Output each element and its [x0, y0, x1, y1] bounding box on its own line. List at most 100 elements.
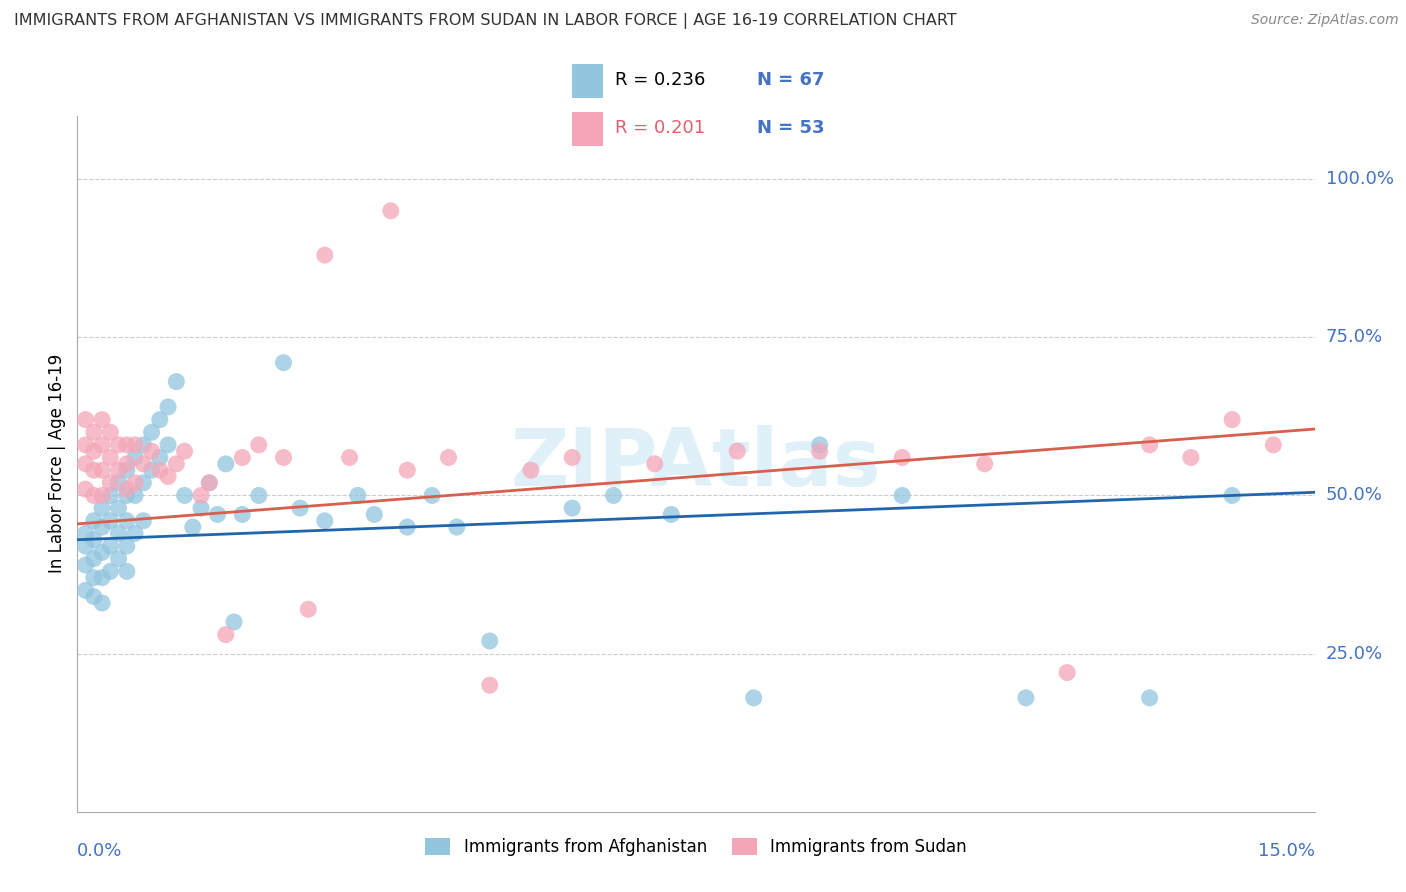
Point	[132, 475, 155, 490]
Point	[141, 425, 163, 440]
Point	[98, 565, 121, 579]
Point	[75, 583, 97, 598]
Text: R = 0.201: R = 0.201	[614, 120, 706, 137]
Point	[91, 596, 114, 610]
Point	[149, 412, 172, 426]
Point	[98, 425, 121, 440]
Point	[115, 482, 138, 496]
Point	[808, 438, 831, 452]
Point	[198, 475, 221, 490]
Point	[124, 450, 146, 465]
Text: IMMIGRANTS FROM AFGHANISTAN VS IMMIGRANTS FROM SUDAN IN LABOR FORCE | AGE 16-19 : IMMIGRANTS FROM AFGHANISTAN VS IMMIGRANT…	[14, 13, 957, 29]
Point	[396, 520, 419, 534]
Point	[91, 463, 114, 477]
Point	[742, 690, 765, 705]
Point	[83, 533, 105, 547]
Text: ZIPAtlas: ZIPAtlas	[510, 425, 882, 503]
Point	[149, 450, 172, 465]
Point	[363, 508, 385, 522]
Point	[396, 463, 419, 477]
Point	[1263, 438, 1285, 452]
Y-axis label: In Labor Force | Age 16-19: In Labor Force | Age 16-19	[48, 354, 66, 574]
Point	[124, 475, 146, 490]
Point	[124, 526, 146, 541]
Point	[157, 400, 180, 414]
Point	[181, 520, 204, 534]
Point	[115, 457, 138, 471]
Point	[91, 571, 114, 585]
Point	[115, 488, 138, 502]
Point	[190, 501, 212, 516]
Point	[83, 463, 105, 477]
Point	[107, 438, 129, 452]
Legend: Immigrants from Afghanistan, Immigrants from Sudan: Immigrants from Afghanistan, Immigrants …	[419, 831, 973, 863]
Point	[107, 501, 129, 516]
Point	[891, 450, 914, 465]
Text: N = 67: N = 67	[758, 71, 825, 89]
Point	[91, 438, 114, 452]
Point	[124, 438, 146, 452]
Text: 0.0%: 0.0%	[77, 842, 122, 860]
Point	[115, 539, 138, 553]
Point	[98, 539, 121, 553]
Point	[132, 457, 155, 471]
Point	[215, 457, 238, 471]
FancyBboxPatch shape	[572, 112, 603, 145]
Text: 25.0%: 25.0%	[1326, 645, 1384, 663]
Point	[659, 508, 682, 522]
Point	[83, 425, 105, 440]
Point	[75, 539, 97, 553]
Point	[91, 412, 114, 426]
Text: 100.0%: 100.0%	[1326, 170, 1393, 188]
Point	[222, 615, 245, 629]
Point	[247, 488, 270, 502]
Point	[339, 450, 361, 465]
Point	[132, 438, 155, 452]
Point	[478, 678, 501, 692]
Point	[165, 457, 187, 471]
Point	[561, 450, 583, 465]
Point	[973, 457, 995, 471]
Point	[215, 627, 238, 641]
Point	[83, 488, 105, 502]
Point	[314, 248, 336, 262]
Point	[1139, 690, 1161, 705]
Point	[75, 558, 97, 572]
Text: 15.0%: 15.0%	[1257, 842, 1315, 860]
Point	[165, 375, 187, 389]
Text: Source: ZipAtlas.com: Source: ZipAtlas.com	[1251, 13, 1399, 28]
Point	[346, 488, 368, 502]
Point	[141, 444, 163, 458]
Point	[75, 482, 97, 496]
Point	[75, 412, 97, 426]
Point	[644, 457, 666, 471]
Point	[891, 488, 914, 502]
Point	[98, 475, 121, 490]
Point	[132, 514, 155, 528]
Point	[107, 551, 129, 566]
Point	[107, 526, 129, 541]
Point	[273, 356, 295, 370]
FancyBboxPatch shape	[572, 64, 603, 97]
Point	[1056, 665, 1078, 680]
Point	[273, 450, 295, 465]
Point	[173, 444, 195, 458]
Point	[75, 457, 97, 471]
Point	[808, 444, 831, 458]
Point	[446, 520, 468, 534]
Point	[115, 463, 138, 477]
Point	[561, 501, 583, 516]
Point	[437, 450, 460, 465]
Point	[83, 571, 105, 585]
Point	[247, 438, 270, 452]
Point	[1015, 690, 1038, 705]
Point	[149, 463, 172, 477]
Point	[198, 475, 221, 490]
Point	[1180, 450, 1202, 465]
Point	[725, 444, 748, 458]
Point	[75, 438, 97, 452]
Point	[98, 450, 121, 465]
Point	[98, 488, 121, 502]
Point	[157, 469, 180, 483]
Point	[107, 463, 129, 477]
